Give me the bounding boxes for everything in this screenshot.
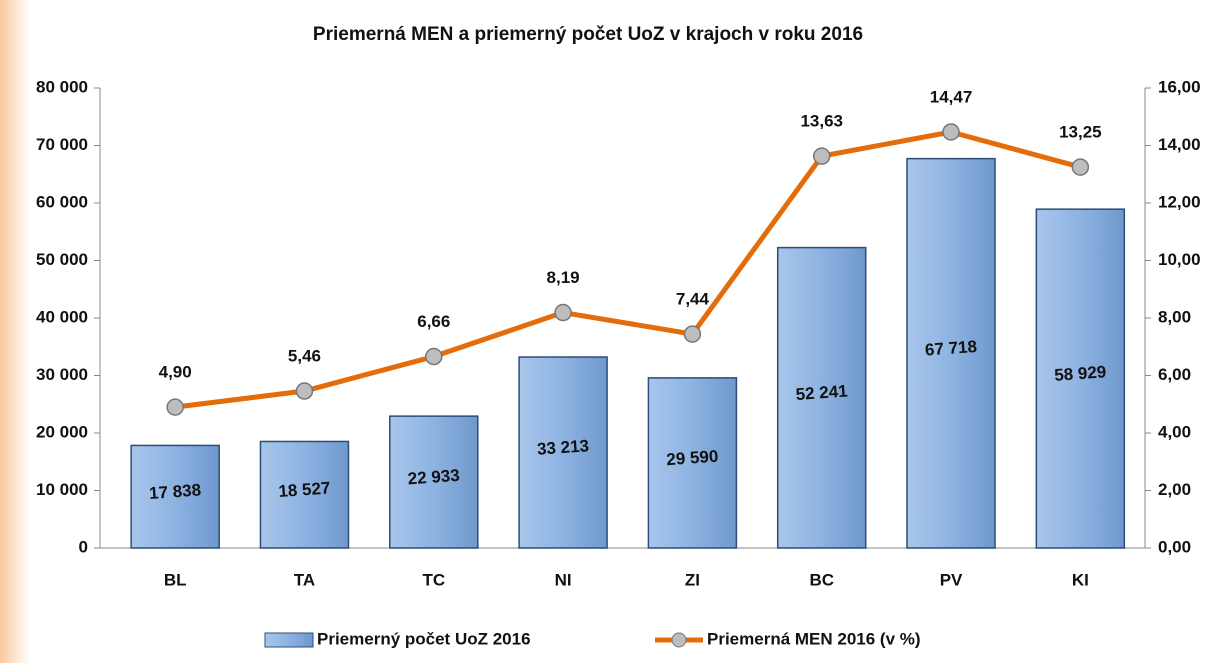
x-tick-label: BC bbox=[809, 570, 834, 589]
bar-value-label: 52 241 bbox=[795, 382, 848, 405]
bar bbox=[647, 377, 738, 549]
bar bbox=[776, 246, 867, 549]
legend-marker bbox=[671, 632, 687, 648]
bar-value-label: 17 838 bbox=[148, 480, 201, 503]
x-tick-label: TA bbox=[294, 570, 315, 589]
line-value-label: 13,63 bbox=[800, 112, 843, 131]
y2-tick-label: 16,00 bbox=[1158, 77, 1201, 96]
line-marker bbox=[425, 347, 443, 366]
y2-tick-label: 12,00 bbox=[1158, 192, 1201, 211]
y-tick-label: 60 000 bbox=[36, 192, 88, 211]
x-tick-label: KI bbox=[1072, 570, 1089, 589]
bar bbox=[130, 444, 220, 549]
line-marker bbox=[812, 147, 831, 165]
y-tick-label: 30 000 bbox=[36, 365, 88, 384]
background-edge bbox=[0, 0, 30, 663]
y2-tick-label: 10,00 bbox=[1158, 250, 1201, 269]
x-tick-label: BL bbox=[164, 570, 187, 589]
y-tick-label: 40 000 bbox=[36, 307, 88, 326]
x-tick-label: TC bbox=[422, 570, 445, 589]
line-marker bbox=[295, 382, 314, 400]
x-tick-label: ZI bbox=[685, 570, 700, 589]
y-tick-label: 50 000 bbox=[36, 250, 88, 269]
line-value-label: 14,47 bbox=[930, 87, 973, 106]
bar bbox=[906, 157, 996, 549]
line-marker bbox=[166, 398, 184, 416]
y2-tick-label: 6,00 bbox=[1158, 365, 1191, 384]
y-tick-label: 20 000 bbox=[36, 422, 88, 441]
line-value-label: 8,19 bbox=[547, 268, 580, 287]
y2-tick-label: 4,00 bbox=[1158, 422, 1191, 441]
line-marker bbox=[942, 123, 960, 141]
bar bbox=[518, 356, 608, 549]
bar bbox=[259, 440, 350, 549]
line-marker bbox=[1071, 158, 1090, 176]
line-value-label: 13,25 bbox=[1059, 123, 1102, 142]
legend-label: Priemerná MEN 2016 (v %) bbox=[707, 629, 921, 648]
bar bbox=[389, 415, 479, 549]
x-tick-label: NI bbox=[555, 570, 572, 589]
y2-tick-label: 2,00 bbox=[1158, 480, 1191, 499]
y-tick-label: 10 000 bbox=[36, 480, 88, 499]
chart-title: Priemerná MEN a priemerný počet UoZ v kr… bbox=[313, 24, 863, 45]
bar-value-label: 33 213 bbox=[536, 436, 589, 459]
line-marker bbox=[554, 303, 572, 322]
bar-value-label: 22 933 bbox=[407, 466, 460, 489]
y-tick-label: 0 bbox=[79, 537, 88, 556]
x-tick-label: PV bbox=[940, 570, 963, 589]
bar-value-label: 18 527 bbox=[278, 478, 331, 501]
bar-value-label: 29 590 bbox=[666, 447, 719, 470]
y2-tick-label: 0,00 bbox=[1158, 537, 1191, 556]
line-value-label: 6,66 bbox=[417, 312, 450, 331]
y2-tick-label: 8,00 bbox=[1158, 307, 1191, 326]
legend-label: Priemerný počet UoZ 2016 bbox=[317, 629, 531, 648]
line-value-label: 7,44 bbox=[676, 290, 710, 309]
bar-value-label: 58 929 bbox=[1054, 362, 1107, 385]
legend-swatch bbox=[264, 632, 314, 648]
line-value-label: 5,46 bbox=[288, 347, 321, 366]
bar bbox=[1035, 208, 1126, 549]
y-tick-label: 80 000 bbox=[36, 77, 88, 96]
line-marker bbox=[683, 325, 702, 343]
bar-value-label: 67 718 bbox=[924, 337, 977, 360]
y-tick-label: 70 000 bbox=[36, 135, 88, 154]
line bbox=[174, 129, 1081, 410]
y2-tick-label: 14,00 bbox=[1158, 135, 1201, 154]
line-value-label: 4,90 bbox=[159, 363, 192, 382]
